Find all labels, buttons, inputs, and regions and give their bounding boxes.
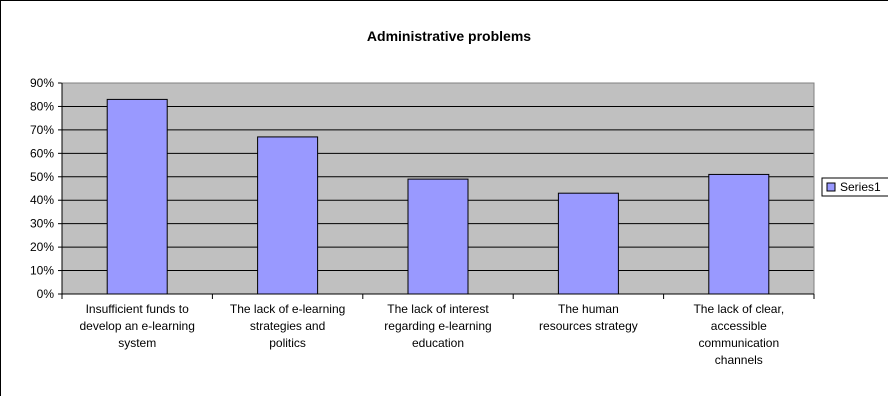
x-tick-label-line: system bbox=[118, 336, 156, 350]
x-tick-label-line: regarding e-learning bbox=[384, 319, 491, 333]
x-tick-label-line: communication bbox=[698, 336, 779, 350]
y-tick-label: 20% bbox=[30, 240, 54, 254]
chart-title: Administrative problems bbox=[367, 28, 531, 44]
x-tick-label-line: politics bbox=[269, 336, 306, 350]
y-tick-label: 0% bbox=[37, 287, 55, 301]
y-tick-label: 70% bbox=[30, 123, 54, 137]
y-tick-label: 80% bbox=[30, 99, 54, 113]
legend-label: Series1 bbox=[840, 180, 881, 194]
x-tick-label-line: The human bbox=[558, 302, 619, 316]
y-tick-label: 30% bbox=[30, 217, 54, 231]
x-tick-label-line: The lack of clear, bbox=[693, 302, 784, 316]
x-tick-label-line: education bbox=[412, 336, 464, 350]
y-tick-label: 90% bbox=[30, 76, 54, 90]
x-tick-label-line: channels bbox=[715, 353, 763, 367]
bar bbox=[107, 99, 167, 294]
bar bbox=[408, 179, 468, 294]
legend-swatch bbox=[827, 183, 835, 191]
x-tick-label-line: strategies and bbox=[250, 319, 325, 333]
y-tick-label: 50% bbox=[30, 170, 54, 184]
x-tick-label-line: develop an e-learning bbox=[79, 319, 194, 333]
x-tick-label-line: accessible bbox=[711, 319, 767, 333]
bar bbox=[709, 174, 769, 294]
y-tick-label: 10% bbox=[30, 264, 54, 278]
x-tick-label-line: The lack of e-learning bbox=[230, 302, 345, 316]
bar bbox=[558, 193, 618, 294]
x-tick-label-line: resources strategy bbox=[539, 319, 638, 333]
bar bbox=[258, 137, 318, 294]
x-tick-label-line: The lack of interest bbox=[387, 302, 489, 316]
x-tick-label-line: Insufficient funds to bbox=[86, 302, 190, 316]
y-tick-label: 40% bbox=[30, 193, 54, 207]
y-tick-label: 60% bbox=[30, 146, 54, 160]
